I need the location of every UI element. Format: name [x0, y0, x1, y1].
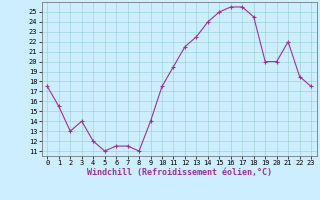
- X-axis label: Windchill (Refroidissement éolien,°C): Windchill (Refroidissement éolien,°C): [87, 168, 272, 177]
